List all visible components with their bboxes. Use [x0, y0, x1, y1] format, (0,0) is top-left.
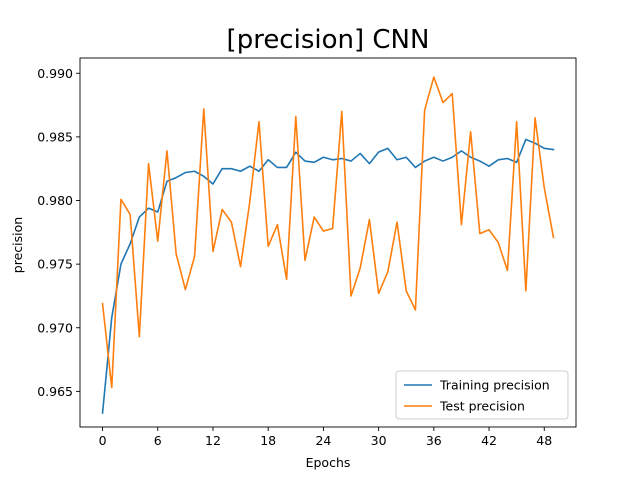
legend-box: [395, 370, 569, 420]
x-tick-label: 12: [205, 433, 221, 448]
y-tick-label: 0.990: [37, 66, 73, 81]
legend-label-1: Training precision: [439, 378, 550, 393]
axes: 0 6 12 18 24 30 36 42 48 0.965 0.970 0.975 0.980 0.98…: [37, 57, 577, 448]
chart-title: [precision] CNN: [227, 25, 430, 55]
y-tick-label: 0.970: [37, 320, 73, 335]
series-line-2: [101, 76, 555, 389]
x-tick-label: 6: [154, 433, 162, 448]
axes-frame: [79, 57, 577, 428]
y-tick-label: 0.985: [37, 129, 73, 144]
x-axis-label: Epochs: [306, 455, 351, 470]
x-tick-label: 24: [315, 433, 331, 448]
y-tick-label: 0.965: [37, 384, 73, 399]
x-tick-label: 42: [481, 433, 497, 448]
y-axis-label: precision: [10, 217, 25, 273]
x-tick-label: 0: [99, 433, 107, 448]
legend-label-2: Test precision: [439, 399, 525, 414]
plot-area: [101, 76, 555, 414]
x-tick-label: 48: [536, 433, 552, 448]
x-tick-label: 30: [371, 433, 387, 448]
x-tick-label: 18: [260, 433, 276, 448]
series-line-1: [101, 138, 555, 414]
y-tick-label: 0.975: [37, 257, 73, 272]
x-tick-label: 36: [426, 433, 442, 448]
y-tick-label: 0.980: [37, 193, 73, 208]
legend: Training precision Test precision: [395, 370, 569, 420]
